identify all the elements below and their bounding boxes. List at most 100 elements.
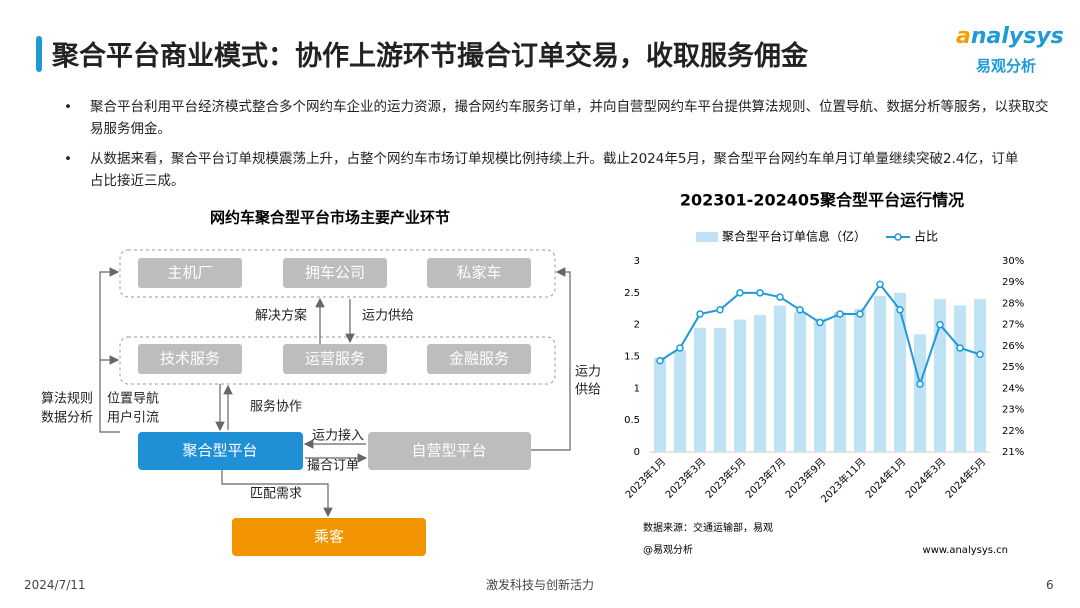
point: [756, 289, 764, 297]
point: [656, 356, 664, 365]
node-box: [368, 432, 531, 470]
bar: [794, 311, 806, 452]
point: [936, 320, 944, 329]
y-tick-label: 2: [634, 320, 640, 331]
bar: [954, 305, 966, 452]
node-label: 乘客: [314, 528, 344, 546]
y2-tick-label: 25%: [1002, 362, 1024, 373]
node-boxes: [138, 258, 531, 374]
node-box: [138, 432, 303, 470]
x-tick-label: 2023年5月: [702, 455, 748, 501]
x-tick-label: 2023年1月: [622, 455, 668, 501]
point: [816, 318, 824, 327]
source: 数据来源：交通运输部，易观: [643, 521, 773, 534]
y-tick-label: 1: [634, 383, 640, 394]
bar: [974, 299, 986, 452]
logo: analysys: [956, 24, 1064, 49]
y2-tick-label: 27%: [1002, 320, 1024, 331]
credit: @易观分析: [643, 543, 693, 556]
point: [716, 306, 724, 314]
point: [676, 344, 684, 352]
site: www.analysys.cn: [923, 545, 1008, 556]
bar: [854, 308, 866, 452]
bar: [694, 327, 706, 452]
bar: [654, 357, 666, 452]
y2-tick-label: 24%: [1002, 383, 1024, 394]
point: [876, 280, 884, 289]
edge-label: 服务协作: [250, 399, 302, 415]
chart: 202301-202405聚合型平台运行情况 数据来源：交通运输部，易观 @易观…: [622, 191, 1024, 557]
node-box: [232, 518, 426, 556]
title-accent: [36, 36, 42, 72]
y-tick-label: 2.5: [624, 288, 640, 299]
edge-label: 位置导航: [107, 391, 159, 407]
point: [956, 344, 964, 352]
x-tick-label: 2024年5月: [942, 455, 988, 501]
y-tick-label: 0.5: [624, 415, 640, 426]
y2-tick-label: 26%: [1002, 341, 1024, 352]
point: [916, 380, 924, 388]
edge-label: 运力接入: [312, 428, 364, 444]
edge-label: 撮合订单: [307, 458, 359, 474]
bullet: 从数据来看，聚合平台订单规模震荡上升，占整个网约车市场订单规模比例持续上升。截止…: [90, 151, 1019, 189]
node-label: 技术服务: [160, 350, 220, 368]
bullet-dot: •: [64, 151, 72, 167]
node-label: 金融服务: [449, 350, 509, 368]
y2-tick-label: 30%: [1002, 256, 1024, 267]
y2-tick-label: 28%: [1002, 298, 1024, 309]
point: [776, 293, 784, 301]
bar: [754, 315, 766, 452]
y-tick-label: 3: [634, 256, 640, 267]
diagram-title: 网约车聚合型平台市场主要产业环节: [210, 209, 450, 227]
point: [856, 310, 864, 318]
x-tick-label: 2024年1月: [862, 455, 908, 501]
bar: [774, 305, 786, 452]
point: [896, 306, 904, 314]
logo-text: nalysys: [970, 24, 1064, 49]
edge-label: 数据分析: [41, 411, 93, 426]
legend-label: 占比: [914, 229, 938, 244]
point: [796, 306, 804, 314]
legend-label: 聚合型平台订单信息（亿）: [722, 229, 866, 244]
y2-tick-label: 29%: [1002, 277, 1024, 288]
node-label: 自营型平台: [411, 442, 486, 460]
arrows: [99, 267, 571, 518]
bar: [894, 292, 906, 452]
footer-date: 2024/7/11: [24, 578, 86, 592]
point: [836, 310, 844, 318]
node-label: 拥车公司: [305, 264, 365, 282]
edge-label: 匹配需求: [250, 487, 302, 502]
x-tick-label: 2024年3月: [902, 455, 948, 501]
bar: [734, 319, 746, 452]
bar: [934, 299, 946, 452]
logo-sub: 易观分析: [976, 57, 1037, 75]
edge-label: 用户引流: [107, 410, 159, 426]
edge-label: 解决方案: [255, 308, 307, 324]
edge-label: 运力供给: [362, 309, 414, 324]
bar: [814, 318, 826, 452]
y2-tick-label: 22%: [1002, 426, 1024, 437]
group-box: [119, 249, 556, 298]
bullet: 聚合平台利用平台经济模式整合多个网约车企业的运力资源，撮合网约车服务订单，并向自…: [90, 99, 1049, 137]
legend-swatch: [894, 233, 902, 241]
point: [976, 350, 984, 359]
node-label: 私家车: [456, 264, 501, 282]
chart-title: 202301-202405聚合型平台运行情况: [680, 191, 964, 210]
bar: [874, 296, 886, 452]
edge-label: 算法规则: [41, 392, 93, 407]
edge-label: 运力: [575, 365, 601, 380]
bar: [714, 327, 726, 452]
node-label: 运营服务: [305, 350, 365, 368]
y-tick-label: 0: [634, 447, 640, 458]
bullet-dot: •: [64, 99, 72, 115]
x-tick-label: 2023年9月: [782, 455, 828, 501]
y2-tick-label: 21%: [1002, 447, 1024, 458]
node-label: 主机厂: [167, 264, 212, 282]
group-box: [119, 336, 556, 385]
page-number: 6: [1046, 578, 1054, 592]
x-tick-label: 2023年3月: [662, 455, 708, 501]
y-tick-label: 1.5: [624, 352, 640, 363]
bar: [914, 334, 926, 452]
